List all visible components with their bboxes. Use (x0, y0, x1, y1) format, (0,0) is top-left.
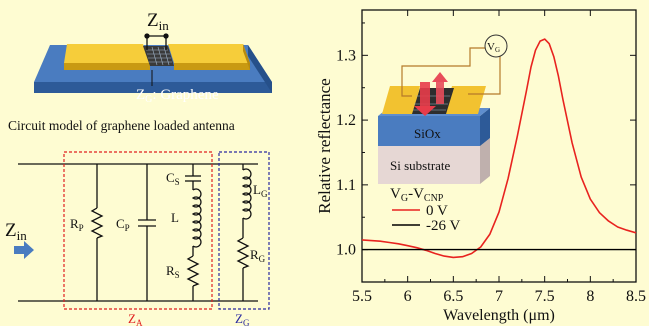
rp-label: RP (70, 216, 84, 233)
antenna-left-pad-top (64, 44, 150, 63)
reflected-arrow-head (432, 72, 448, 82)
antenna-right-pad-top (168, 44, 250, 63)
incident-arrow-head (414, 106, 436, 116)
rg-label: RG (250, 247, 266, 264)
x-axis-label: Wavelength (μm) (443, 307, 555, 324)
antenna-substrate-front (34, 82, 272, 93)
antenna-zin-label: Zin (147, 10, 169, 33)
circuit-schematic: Zin RP CP CS L RS LG RG ZA ZG (5, 151, 270, 326)
legend-title: VG-VCNP (390, 186, 444, 204)
legend-label-0: 0 V (426, 203, 448, 219)
resistor-rs (186, 255, 200, 301)
reflected-light-arrow (436, 80, 444, 104)
input-probe-leads (144, 33, 169, 50)
x-tick-label-1: 6 (404, 288, 412, 305)
circuit-caption: Circuit model of graphene loaded antenna (8, 118, 235, 133)
inset-left-electrode (382, 86, 420, 114)
zg-dashed-box (218, 151, 270, 310)
x-tick-label-0: 5.5 (352, 288, 372, 305)
capacitor-cp (138, 164, 156, 301)
series-line-0 (361, 38, 637, 259)
x-tick-label-2: 6.5 (443, 288, 463, 305)
inset-siox-label: SiOx (414, 126, 441, 141)
inductor-l (191, 188, 202, 256)
y-tick-label-3: 1.3 (336, 47, 356, 64)
inset-vg-label: VG (487, 41, 500, 54)
si-substrate-side (480, 138, 490, 184)
antenna-left-pad-front (64, 63, 150, 70)
axes: 5.5 6 6.5 7 7.5 8 8.5 1.0 1.1 1.2 1.3 Wavelength (μ… (315, 9, 646, 324)
input-arrow-icon (14, 241, 34, 259)
resistor-rg (236, 237, 250, 301)
cs-label: CS (166, 170, 180, 187)
za-dashed-box (63, 151, 213, 310)
antenna-illustration: Zin ZG: Graphene (34, 10, 272, 105)
rs-label: RS (166, 263, 180, 280)
y-tick-label-1: 1.1 (336, 177, 356, 194)
legend-label-1: -26 V (426, 218, 460, 234)
siox-side (480, 108, 490, 146)
reflectance-chart: VG SiOx Si substrate 5.5 6 6.5 7 7.5 8 8.5 1.0 1… (315, 9, 646, 324)
antenna-right-pad-side (243, 44, 250, 70)
x-tick-label-4: 7.5 (535, 288, 555, 305)
x-tick-label-6: 8.5 (626, 288, 646, 305)
cp-label: CP (116, 216, 130, 233)
za-label: ZA (128, 311, 143, 326)
graphene-patch (143, 46, 174, 66)
zg-label: ZG (235, 311, 250, 326)
vg-source (484, 34, 508, 58)
y-tick-label-2: 1.2 (336, 112, 356, 129)
antenna-right-pad-front (174, 63, 250, 70)
resistor-rp (90, 164, 104, 301)
data-series (361, 38, 637, 259)
incident-light-arrow (420, 82, 430, 108)
si-substrate-front (378, 146, 480, 184)
antenna-substrate-side (248, 45, 272, 93)
graphene-lattice (146, 46, 172, 66)
device-inset: VG SiOx Si substrate (378, 34, 508, 184)
l-label: L (171, 210, 179, 225)
lg-label: LG (253, 182, 268, 199)
circuit-zin-label: Zin (5, 220, 27, 243)
inductor-lg (241, 164, 252, 238)
y-axis-label: Relative reflectance (315, 78, 334, 213)
x-tick-label-5: 8 (586, 288, 594, 305)
y-tick-label-0: 1.0 (336, 242, 356, 259)
capacitor-cs (185, 164, 201, 190)
siox-layer (378, 116, 480, 146)
inset-si-substrate-label: Si substrate (390, 158, 451, 173)
inset-right-electrode (444, 86, 486, 114)
antenna-zg-graphene-label: ZG: Graphene (136, 87, 219, 105)
x-tick-label-3: 7 (495, 288, 503, 305)
